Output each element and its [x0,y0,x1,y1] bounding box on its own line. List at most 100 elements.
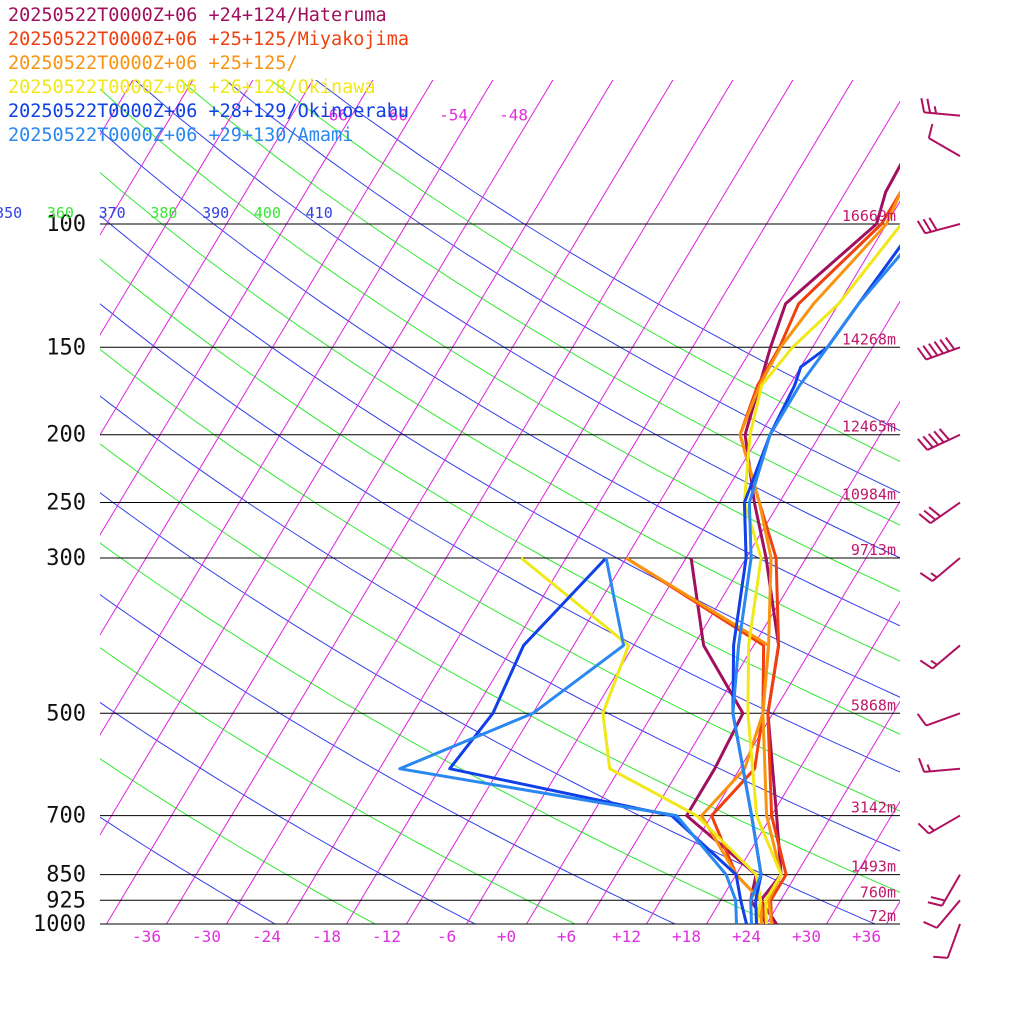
barb-flag [930,896,946,902]
isotherm [706,600,900,924]
isotherm [286,80,794,924]
barb-flag [917,757,926,773]
barb-flag [923,509,937,521]
height-label: 16669m [842,207,896,225]
legend-entry: 20250522T0000Z+06 +24+124/Hateruma [8,5,387,26]
legend-entry: 20250522T0000Z+06 +25+125/Miyakojima [8,29,409,50]
dry-adiabat [134,80,900,559]
dry-adiabat [100,594,677,924]
dry-adiabat [100,171,900,662]
barb-shaft [925,712,961,727]
isotherm [100,80,374,536]
barb-flag [933,955,948,959]
dry-adiabat [179,80,900,526]
wind-barb [920,97,961,117]
temperature-trace [731,244,900,924]
x-tick-label: -18 [312,927,341,946]
pressure-label: 850 [46,863,86,888]
dry-adiabat [100,214,900,698]
x-tick-label: +0 [497,927,516,946]
temperature-trace [731,252,900,924]
pressure-label: 250 [46,491,86,516]
wind-barb [923,899,961,929]
barb-flag [928,343,939,357]
x-tick-label: +24 [732,927,761,946]
x-tick-label: +12 [612,927,641,946]
x-tick-label: +30 [792,927,821,946]
pressure-label: 100 [46,212,86,237]
barb-flag [918,513,932,524]
x-tick-label: +6 [557,927,576,946]
dry-adiabat [100,348,900,812]
chart-grid [100,79,1024,925]
x-tick-label: +18 [672,927,701,946]
barb-half-flag [933,106,938,114]
temperature-trace [743,162,900,924]
barb-shaft [946,923,961,959]
barb-flag [919,659,933,670]
dewpoint-trace [520,556,763,924]
x-tick-label: -6 [437,927,456,946]
dry-adiabat [100,492,877,924]
isotherm [586,400,900,924]
barb-half-flag [926,764,932,772]
isotherm-label: -60 [379,106,408,125]
x-tick-label: -12 [372,927,401,946]
wind-barb [916,217,961,235]
wind-barb [919,557,961,582]
x-tick-label: -36 [132,927,161,946]
barb-half-flag [930,572,938,579]
isotherm [526,300,900,924]
wind-barb [917,428,961,451]
x-tick-label: -30 [192,927,221,946]
wind-barb [919,644,961,670]
barb-shaft [928,137,961,158]
pressure-label: 150 [46,335,86,360]
theta-label: 410 [306,204,333,222]
barb-flag [927,901,943,907]
isotherm [226,80,734,924]
height-label: 760m [860,883,896,901]
x-tick-label: -24 [252,927,281,946]
isotherm-label: -54 [439,106,468,125]
isotherm-label: -66 [319,106,348,125]
temperature-trace [738,190,900,924]
dry-adiabat [100,647,577,924]
legend-entry: 20250522T0000Z+06 +29+130/Amami [8,125,354,146]
isotherm [766,700,900,924]
sounding-traces [398,162,900,924]
theta-label: 390 [202,204,229,222]
barb-flag [928,506,941,518]
isotherm [346,80,854,924]
barb-flag [938,428,950,441]
theta-label: 380 [150,204,177,222]
temperature-axis-labels: -36 -30 -24 -18 -12 -6 +0 +6 +12 +18 +24 +30 +36 [132,927,881,946]
dry-adiabat [100,303,900,773]
barb-flag [927,433,940,446]
barb-flag [927,123,934,139]
dry-adiabat [100,542,777,924]
isotherm [947,79,1024,924]
legend-entry: 20250522T0000Z+06 +25+125/ [8,53,298,74]
barb-flag [922,218,932,233]
theta-label: 350 [0,204,22,222]
barb-half-flag [928,824,935,832]
theta-label: 370 [99,204,126,222]
dry-adiabat [100,816,277,924]
pressure-label: 300 [46,546,86,571]
barb-flag [928,217,938,231]
dewpoint-trace [398,557,738,924]
wind-barb [917,814,961,835]
wind-barb [927,874,961,907]
isotherm [886,900,900,924]
barb-shaft [936,899,961,929]
isotherm [100,80,254,336]
isotherm [166,80,674,924]
barb-flag [945,336,956,350]
barb-half-flag [930,659,938,666]
wind-barb [918,501,961,525]
x-tick-label: +36 [852,927,881,946]
legend-entry: 20250522T0000Z+06 +26+128/Okinawa [8,77,376,98]
